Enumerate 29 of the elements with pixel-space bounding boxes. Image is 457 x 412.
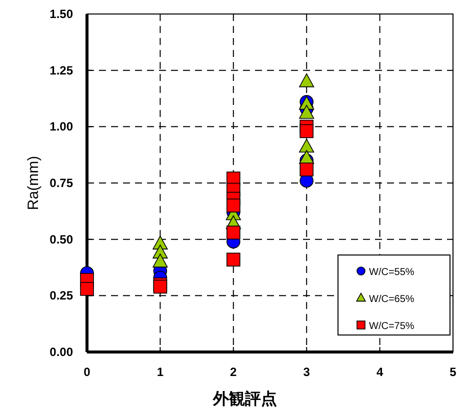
x-tick-label: 1	[156, 365, 164, 379]
y-tick-label: 1.25	[50, 63, 74, 78]
point	[80, 282, 94, 296]
legend-label: W/C=75%	[369, 321, 414, 332]
x-tick-label: 2	[230, 365, 238, 379]
point	[299, 73, 314, 88]
y-tick-label: 0.00	[50, 345, 74, 359]
point	[300, 124, 314, 138]
y-tick-label: 0.75	[50, 176, 74, 190]
y-tick-label: 1.50	[50, 7, 74, 21]
y-tick-label: 1.00	[50, 120, 74, 134]
x-tick-label: 3	[303, 365, 310, 379]
x-tick-label: 5	[450, 365, 457, 379]
point	[300, 162, 314, 176]
legend-label: W/C=55%	[369, 267, 414, 278]
point	[226, 198, 240, 212]
point	[299, 104, 314, 119]
point	[153, 280, 168, 294]
point	[152, 254, 168, 268]
point	[299, 138, 314, 153]
point	[226, 252, 240, 267]
x-tick-label: 4	[376, 365, 384, 379]
point	[226, 226, 240, 240]
legend-label: W/C=65%	[369, 294, 414, 305]
x-axis-title: 外観評点	[212, 389, 277, 408]
x-tick-label: 0	[84, 365, 91, 379]
y-axis-title: Ra(mm)	[25, 156, 42, 210]
y-tick-label: 0.25	[50, 288, 74, 303]
y-tick-label: 0.50	[50, 232, 74, 246]
